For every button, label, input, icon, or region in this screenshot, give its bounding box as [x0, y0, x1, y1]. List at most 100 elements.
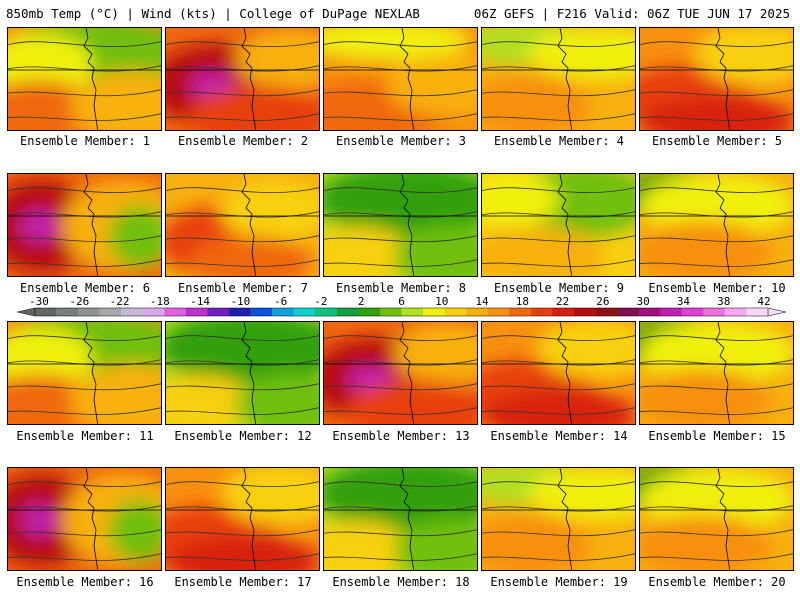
ensemble-member-label: Ensemble Member: 7: [177, 281, 309, 295]
ensemble-member-map: [639, 321, 794, 425]
temperature-field: [8, 174, 161, 276]
colorbar-swatch: [185, 308, 208, 316]
ensemble-member-label: Ensemble Member: 4: [493, 134, 625, 148]
ensemble-member-label: Ensemble Member: 6: [19, 281, 151, 295]
ensemble-member-map: [165, 467, 320, 571]
colorbar-swatch: [681, 308, 704, 316]
ensemble-member-label: Ensemble Member: 15: [648, 429, 786, 443]
temperature-field: [482, 174, 635, 276]
colorbar-tick-label: 26: [596, 296, 609, 308]
ensemble-member-label: Ensemble Member: 17: [174, 575, 312, 589]
colorbar-tick-label: 18: [516, 296, 529, 308]
ensemble-member-map: [323, 467, 478, 571]
temperature-field: [166, 28, 319, 130]
ensemble-member-map: [165, 173, 320, 277]
ensemble-member-map: [7, 467, 162, 571]
colorbar-swatch: [487, 308, 510, 316]
colorbar-swatch: [595, 308, 618, 316]
temperature-field: [166, 468, 319, 570]
temperature-field: [324, 468, 477, 570]
ensemble-member-map: [481, 321, 636, 425]
ensemble-member-label: Ensemble Member: 19: [490, 575, 628, 589]
colorbar-tick-label: 38: [717, 296, 730, 308]
colorbar-swatch: [638, 308, 661, 316]
ensemble-member-map: [481, 467, 636, 571]
colorbar-swatch: [142, 308, 165, 316]
ensemble-member-label: Ensemble Member: 20: [648, 575, 786, 589]
ensemble-member-map: [165, 27, 320, 131]
colorbar-swatch: [660, 308, 683, 316]
colorbar-high-extension: [767, 307, 787, 317]
temperature-field: [324, 174, 477, 276]
map-title: 850mb Temp (°C) | Wind (kts) | College o…: [6, 6, 420, 21]
ensemble-member-map: [323, 173, 478, 277]
colorbar-swatch: [250, 308, 273, 316]
ensemble-member-map: [7, 321, 162, 425]
ensemble-member-map: [323, 321, 478, 425]
temperature-field: [640, 322, 793, 424]
colorbar-tick-label: -14: [190, 296, 210, 308]
temperature-field: [324, 322, 477, 424]
colorbar-swatch: [272, 308, 295, 316]
ensemble-member-label: Ensemble Member: 18: [332, 575, 470, 589]
colorbar-swatch: [293, 308, 316, 316]
temperature-colorbar: -30 -26 -22 -18 -14 -10 -6 -2 2 6 10 14 18 22 26 30 34 38…: [16, 296, 787, 317]
colorbar-swatch: [423, 308, 445, 316]
ensemble-member-map: [481, 173, 636, 277]
colorbar-swatch: [552, 308, 575, 316]
temperature-field: [482, 28, 635, 130]
colorbar-tick-label: 10: [435, 296, 448, 308]
ensemble-member-map: [639, 173, 794, 277]
model-valid-time: 06Z GEFS | F216 Valid: 06Z TUE JUN 17 20…: [473, 6, 790, 21]
colorbar-tick-label: -10: [230, 296, 250, 308]
colorbar-swatch: [358, 308, 381, 316]
temperature-field: [8, 28, 161, 130]
colorbar-swatch: [509, 308, 532, 316]
ensemble-member-label: Ensemble Member: 10: [648, 281, 786, 295]
temperature-field: [640, 28, 793, 130]
temperature-field: [324, 28, 477, 130]
colorbar-tick-label: 6: [398, 296, 405, 308]
ensemble-member-label: Ensemble Member: 13: [332, 429, 470, 443]
ensemble-member-label: Ensemble Member: 16: [16, 575, 154, 589]
ensemble-member-map: [7, 173, 162, 277]
ensemble-member-label: Ensemble Member: 3: [335, 134, 467, 148]
colorbar-tick-label: -2: [314, 296, 327, 308]
colorbar-swatch: [617, 308, 639, 316]
colorbar-tick-label: 34: [677, 296, 691, 308]
colorbar-swatch: [336, 308, 359, 316]
colorbar-swatch: [121, 308, 144, 316]
colorbar-swatch: [379, 308, 402, 316]
colorbar-swatch: [444, 308, 467, 316]
ensemble-member-map: [165, 321, 320, 425]
colorbar-swatch: [78, 308, 100, 316]
ensemble-member-label: Ensemble Member: 12: [174, 429, 312, 443]
colorbar-tick-label: 30: [637, 296, 650, 308]
ensemble-member-map: [639, 27, 794, 131]
colorbar-low-extension: [16, 307, 36, 317]
colorbar-tick-label: -30: [29, 296, 49, 308]
ensemble-member-map: [7, 27, 162, 131]
colorbar-tick-label: 22: [556, 296, 569, 308]
ensemble-member-label: Ensemble Member: 2: [177, 134, 309, 148]
colorbar-swatch: [724, 308, 747, 316]
ensemble-member-map: [323, 27, 478, 131]
ensemble-member-label: Ensemble Member: 8: [335, 281, 467, 295]
ensemble-member-label: Ensemble Member: 1: [19, 134, 151, 148]
temperature-field: [166, 322, 319, 424]
colorbar-tick-label: 42: [757, 296, 770, 308]
colorbar-swatch: [207, 308, 230, 316]
colorbar-swatch: [315, 308, 338, 316]
colorbar-swatch: [99, 308, 122, 316]
colorbar-tick-label: -6: [274, 296, 287, 308]
ensemble-member-label: Ensemble Member: 5: [651, 134, 783, 148]
temperature-field: [640, 468, 793, 570]
temperature-field: [482, 468, 635, 570]
colorbar-swatch: [466, 308, 489, 316]
colorbar-swatch: [530, 308, 553, 316]
ensemble-member-map: [639, 467, 794, 571]
ensemble-member-label: Ensemble Member: 9: [493, 281, 625, 295]
temperature-field: [8, 322, 161, 424]
temperature-field: [166, 174, 319, 276]
colorbar-swatch: [35, 308, 57, 316]
